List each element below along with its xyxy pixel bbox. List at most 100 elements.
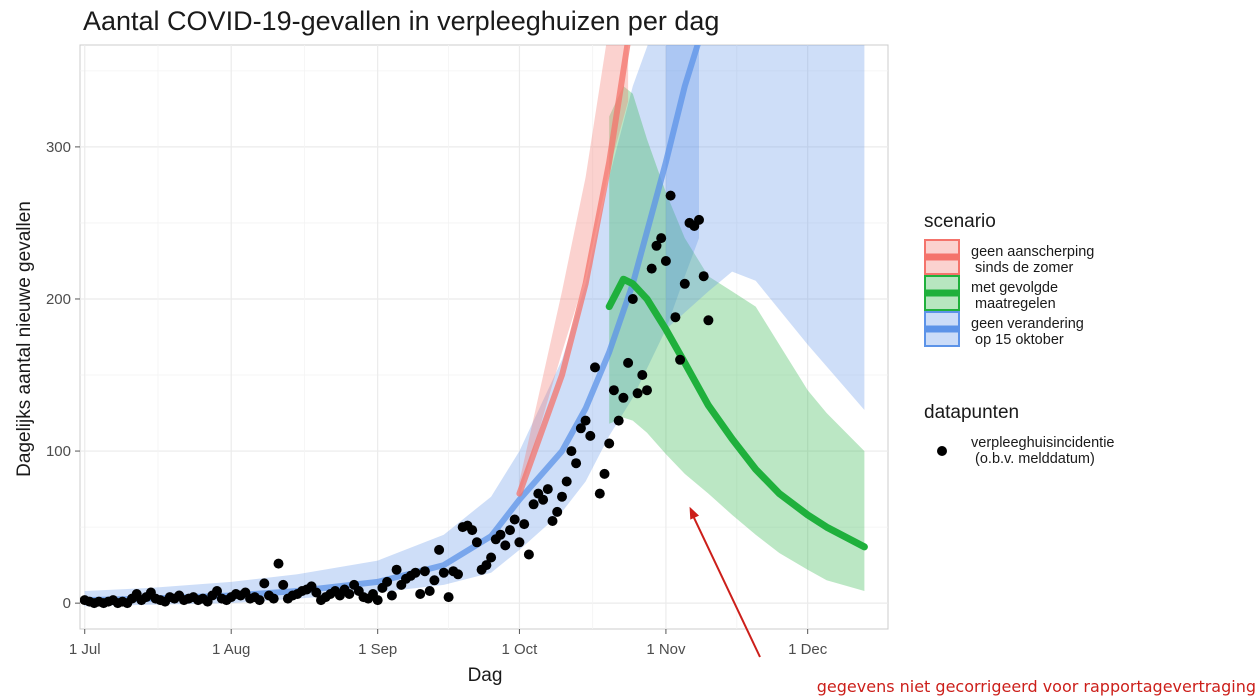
data-point [372, 595, 383, 606]
data-point [505, 525, 515, 536]
data-point [273, 558, 284, 569]
data-point [703, 315, 714, 326]
legend-label-red: sinds de zomer [971, 260, 1074, 276]
x-tick-label: 1 Aug [212, 641, 250, 658]
plot-panel [79, 44, 889, 630]
data-point [410, 567, 421, 578]
data-point [642, 385, 652, 396]
data-point [675, 354, 686, 365]
data-point [590, 362, 600, 373]
data-point [382, 576, 393, 587]
data-point [552, 506, 563, 517]
legend-label-points: (o.b.v. melddatum) [971, 451, 1095, 467]
legend-label-green: maatregelen [971, 296, 1056, 312]
data-point [254, 595, 265, 606]
data-point [509, 514, 520, 525]
data-point [547, 516, 558, 526]
data-point [453, 569, 463, 580]
y-tick-label: 100 [46, 443, 71, 460]
data-point [613, 415, 624, 426]
data-point [443, 592, 454, 603]
data-point [608, 385, 619, 396]
x-tick-label: 1 Nov [646, 641, 686, 658]
data-point [467, 525, 478, 536]
legend-label-blue: op 15 oktober [971, 332, 1064, 348]
data-point [500, 540, 511, 551]
legend-key-green [924, 275, 960, 311]
data-point [268, 593, 279, 604]
data-point [566, 446, 577, 457]
data-point [528, 499, 539, 510]
data-point [391, 564, 402, 575]
legend-title-scenario: scenario [924, 211, 996, 232]
data-point [311, 587, 322, 598]
data-points [80, 190, 714, 609]
data-point [538, 494, 549, 505]
data-point [429, 575, 440, 586]
x-tick-label: 1 Jul [69, 641, 101, 658]
data-point [637, 370, 648, 380]
data-point [542, 484, 553, 495]
annotation-arrow-head [689, 506, 700, 520]
data-point [561, 476, 572, 487]
annotation: gegevens niet gecorrigeerd voor rapporta… [689, 506, 1256, 696]
legend-point-marker [937, 446, 947, 456]
legend-title-points: datapunten [924, 402, 1019, 423]
data-point [386, 590, 397, 601]
data-point [571, 458, 582, 469]
data-point [585, 430, 596, 441]
series-line-red [516, 45, 631, 497]
plot-area [80, 45, 868, 609]
data-point [646, 263, 657, 274]
legend-label-blue: geen verandering [971, 316, 1084, 332]
data-point [259, 578, 270, 589]
chart-title: Aantal COVID-19-gevallen in verpleeghuiz… [83, 6, 719, 36]
data-point [424, 586, 435, 596]
legend-label-green: met gevolgde [971, 280, 1058, 296]
data-point [481, 560, 492, 571]
data-point [471, 537, 482, 548]
data-point [651, 240, 662, 251]
data-point [627, 294, 638, 304]
data-point [575, 423, 586, 434]
series-line-green [605, 275, 868, 551]
legend-key-red [924, 239, 960, 275]
x-tick-label: 1 Oct [502, 641, 539, 658]
data-point [694, 214, 704, 225]
x-axis: 1 Jul 1 Aug 1 Sep 1 Oct 1 Nov 1 Dec [69, 629, 828, 658]
data-point [212, 586, 222, 596]
data-point [623, 357, 634, 368]
data-point [438, 567, 449, 578]
y-tick-label: 200 [46, 291, 71, 308]
data-point [344, 589, 355, 599]
data-point [580, 415, 591, 426]
ribbon-red [519, 45, 629, 497]
data-point [514, 537, 525, 548]
data-point [519, 519, 530, 530]
data-point [419, 566, 430, 577]
legend-label-red: geen aanscherping [971, 244, 1094, 260]
y-tick-label: 300 [46, 139, 71, 156]
x-tick-label: 1 Dec [788, 641, 828, 658]
data-point [604, 438, 615, 449]
x-axis-title: Dag [468, 665, 503, 686]
data-point [599, 468, 610, 479]
annotation-arrow-line [691, 514, 761, 658]
y-axis-title: Dagelijks aantal nieuwe gevallen [14, 201, 35, 477]
data-point [523, 549, 534, 560]
data-point [278, 579, 289, 590]
data-point [665, 190, 676, 201]
legend-key-blue [924, 311, 960, 347]
ribbon-green [609, 86, 865, 591]
x-tick-label: 1 Sep [358, 641, 397, 658]
data-point [679, 278, 690, 289]
data-point [594, 488, 605, 499]
data-point [495, 529, 506, 540]
data-point [557, 491, 567, 502]
annotation-text: gegevens niet gecorrigeerd voor rapporta… [817, 677, 1256, 696]
data-point [632, 388, 643, 399]
legend-label-points: verpleeghuisincidentie [971, 435, 1115, 451]
legend: scenario geen aanscherping sinds de zomer… [924, 211, 1115, 467]
data-point [660, 256, 671, 266]
